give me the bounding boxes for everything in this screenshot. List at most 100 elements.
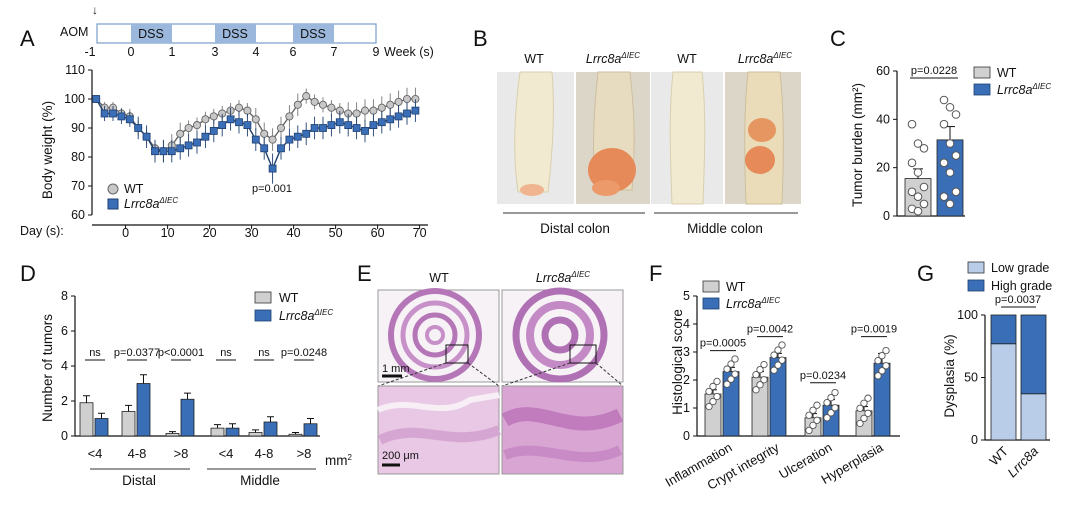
data-point bbox=[778, 356, 786, 364]
he-ko-zoom bbox=[501, 385, 624, 475]
data-point bbox=[945, 168, 955, 177]
ko-point bbox=[142, 132, 151, 141]
ko-point bbox=[293, 132, 302, 141]
legend-d-ko-sup: ΔIEC bbox=[313, 308, 333, 317]
ko-point bbox=[352, 124, 361, 132]
legend-c-wt-swatch bbox=[973, 66, 991, 79]
wt-point bbox=[327, 103, 336, 112]
tumor-ko-middle-1 bbox=[748, 118, 776, 142]
week-tick-label: 9 bbox=[373, 45, 380, 59]
unit-text: mm bbox=[325, 453, 348, 468]
tumor-wt-distal bbox=[520, 184, 544, 196]
y-tick-label: 90 bbox=[71, 121, 85, 135]
data-point bbox=[760, 376, 768, 384]
dss-cycle-2 bbox=[215, 24, 256, 43]
data-point bbox=[813, 416, 821, 424]
wt-point bbox=[268, 135, 277, 144]
b-ko-sup-1: ΔIEC bbox=[620, 51, 640, 60]
y-tick-label: 0 bbox=[971, 433, 978, 447]
legend-c-ko-label: Lrrc8aΔIEC bbox=[997, 82, 1051, 97]
data-point bbox=[864, 394, 872, 402]
legend-f-ko-sup: ΔIEC bbox=[760, 296, 780, 305]
data-point bbox=[774, 361, 782, 369]
y-tick-label: 0 bbox=[883, 209, 890, 223]
wt-point bbox=[360, 106, 370, 115]
bar-low-grade bbox=[1020, 393, 1047, 441]
data-point bbox=[907, 158, 917, 168]
data-point bbox=[709, 397, 717, 406]
b-ko-label-1: Lrrc8aΔIEC bbox=[586, 51, 640, 66]
legend-c-ko-sup: ΔIEC bbox=[1031, 82, 1051, 91]
legend-a: WT Lrrc8aΔIEC bbox=[107, 182, 178, 211]
ko-point bbox=[235, 118, 243, 127]
legend-c: WT Lrrc8aΔIEC bbox=[973, 66, 1051, 97]
data-point bbox=[860, 399, 868, 407]
bar bbox=[94, 418, 109, 437]
he-ko-dysplasia bbox=[501, 407, 624, 431]
legend-g: Low grade High grade bbox=[967, 261, 1052, 293]
dss-label-3: DSS bbox=[300, 27, 326, 41]
ko-point bbox=[403, 109, 411, 118]
data-point bbox=[939, 119, 949, 129]
he-ko-roll bbox=[512, 287, 608, 383]
colon-wt-distal bbox=[514, 71, 554, 193]
x-tick-label: <4 bbox=[219, 446, 234, 461]
scale-bar-1mm-label: 1 mm bbox=[382, 363, 410, 375]
data-point bbox=[731, 370, 739, 378]
data-point bbox=[831, 404, 839, 412]
he-ko-dysplasia-2 bbox=[503, 445, 623, 463]
ko-point bbox=[268, 164, 277, 173]
wt-point bbox=[234, 103, 244, 112]
bar bbox=[303, 423, 318, 437]
he-wt-lumen bbox=[376, 392, 500, 413]
wt-point bbox=[251, 115, 260, 124]
bar-high-grade bbox=[1020, 314, 1047, 395]
wt-point bbox=[369, 106, 378, 115]
x-tick-label: Lrrc8a bbox=[1004, 444, 1041, 481]
pvalue-d: p=0.0377 bbox=[114, 347, 160, 359]
panel-label-a: A bbox=[20, 26, 35, 51]
pvalue-d: ns bbox=[258, 347, 270, 359]
colon-photos bbox=[497, 71, 801, 205]
histology-images: 1 mm 200 μm bbox=[376, 287, 624, 475]
wt-point bbox=[352, 109, 361, 118]
dss-cycle-1 bbox=[131, 24, 172, 43]
he-wt-roll-3 bbox=[412, 312, 458, 358]
wt-point bbox=[377, 103, 386, 112]
ko-point bbox=[193, 138, 201, 147]
data-point bbox=[774, 346, 782, 354]
he-wt-roll bbox=[388, 288, 482, 382]
e-ko-text: Lrrc8a bbox=[536, 271, 571, 285]
wt-point bbox=[201, 115, 210, 124]
zoom-line-ko-r bbox=[595, 362, 624, 387]
legend-d: WT Lrrc8aΔIEC bbox=[254, 291, 333, 323]
x-tick-label: WT bbox=[986, 443, 1011, 468]
data-point bbox=[913, 206, 923, 216]
dss-label-2: DSS bbox=[222, 27, 248, 41]
pvalue-g: p=0.0037 bbox=[995, 294, 1041, 306]
ko-point bbox=[226, 115, 235, 124]
data-point bbox=[856, 419, 864, 428]
data-point bbox=[907, 119, 917, 129]
data-point bbox=[919, 199, 929, 209]
pvalue-d: p<0.0001 bbox=[158, 347, 204, 359]
legend-d-ko-swatch bbox=[254, 309, 272, 322]
ko-point bbox=[327, 121, 336, 129]
data-point bbox=[770, 366, 778, 374]
data-point bbox=[919, 144, 929, 153]
wt-point bbox=[310, 97, 319, 106]
ko-point bbox=[302, 129, 311, 138]
x-tick-label: 10 bbox=[161, 226, 175, 240]
pvalue-f: p=0.0234 bbox=[800, 370, 846, 382]
legend-g-low-label: Low grade bbox=[991, 261, 1049, 275]
x-tick-label: 4-8 bbox=[255, 446, 274, 461]
legend-d-wt-swatch bbox=[254, 291, 272, 304]
data-point bbox=[727, 375, 735, 383]
data-point bbox=[951, 187, 961, 197]
data-point bbox=[874, 372, 882, 380]
body-weight-chart: 60 70 80 90 100 110 0 10 20 30 40 50 60 70 bbox=[64, 63, 428, 240]
b-ko-text-1: Lrrc8a bbox=[586, 52, 621, 66]
dysplasia-ylabel: Dysplasia (%) bbox=[942, 334, 957, 417]
ko-point bbox=[285, 135, 294, 144]
